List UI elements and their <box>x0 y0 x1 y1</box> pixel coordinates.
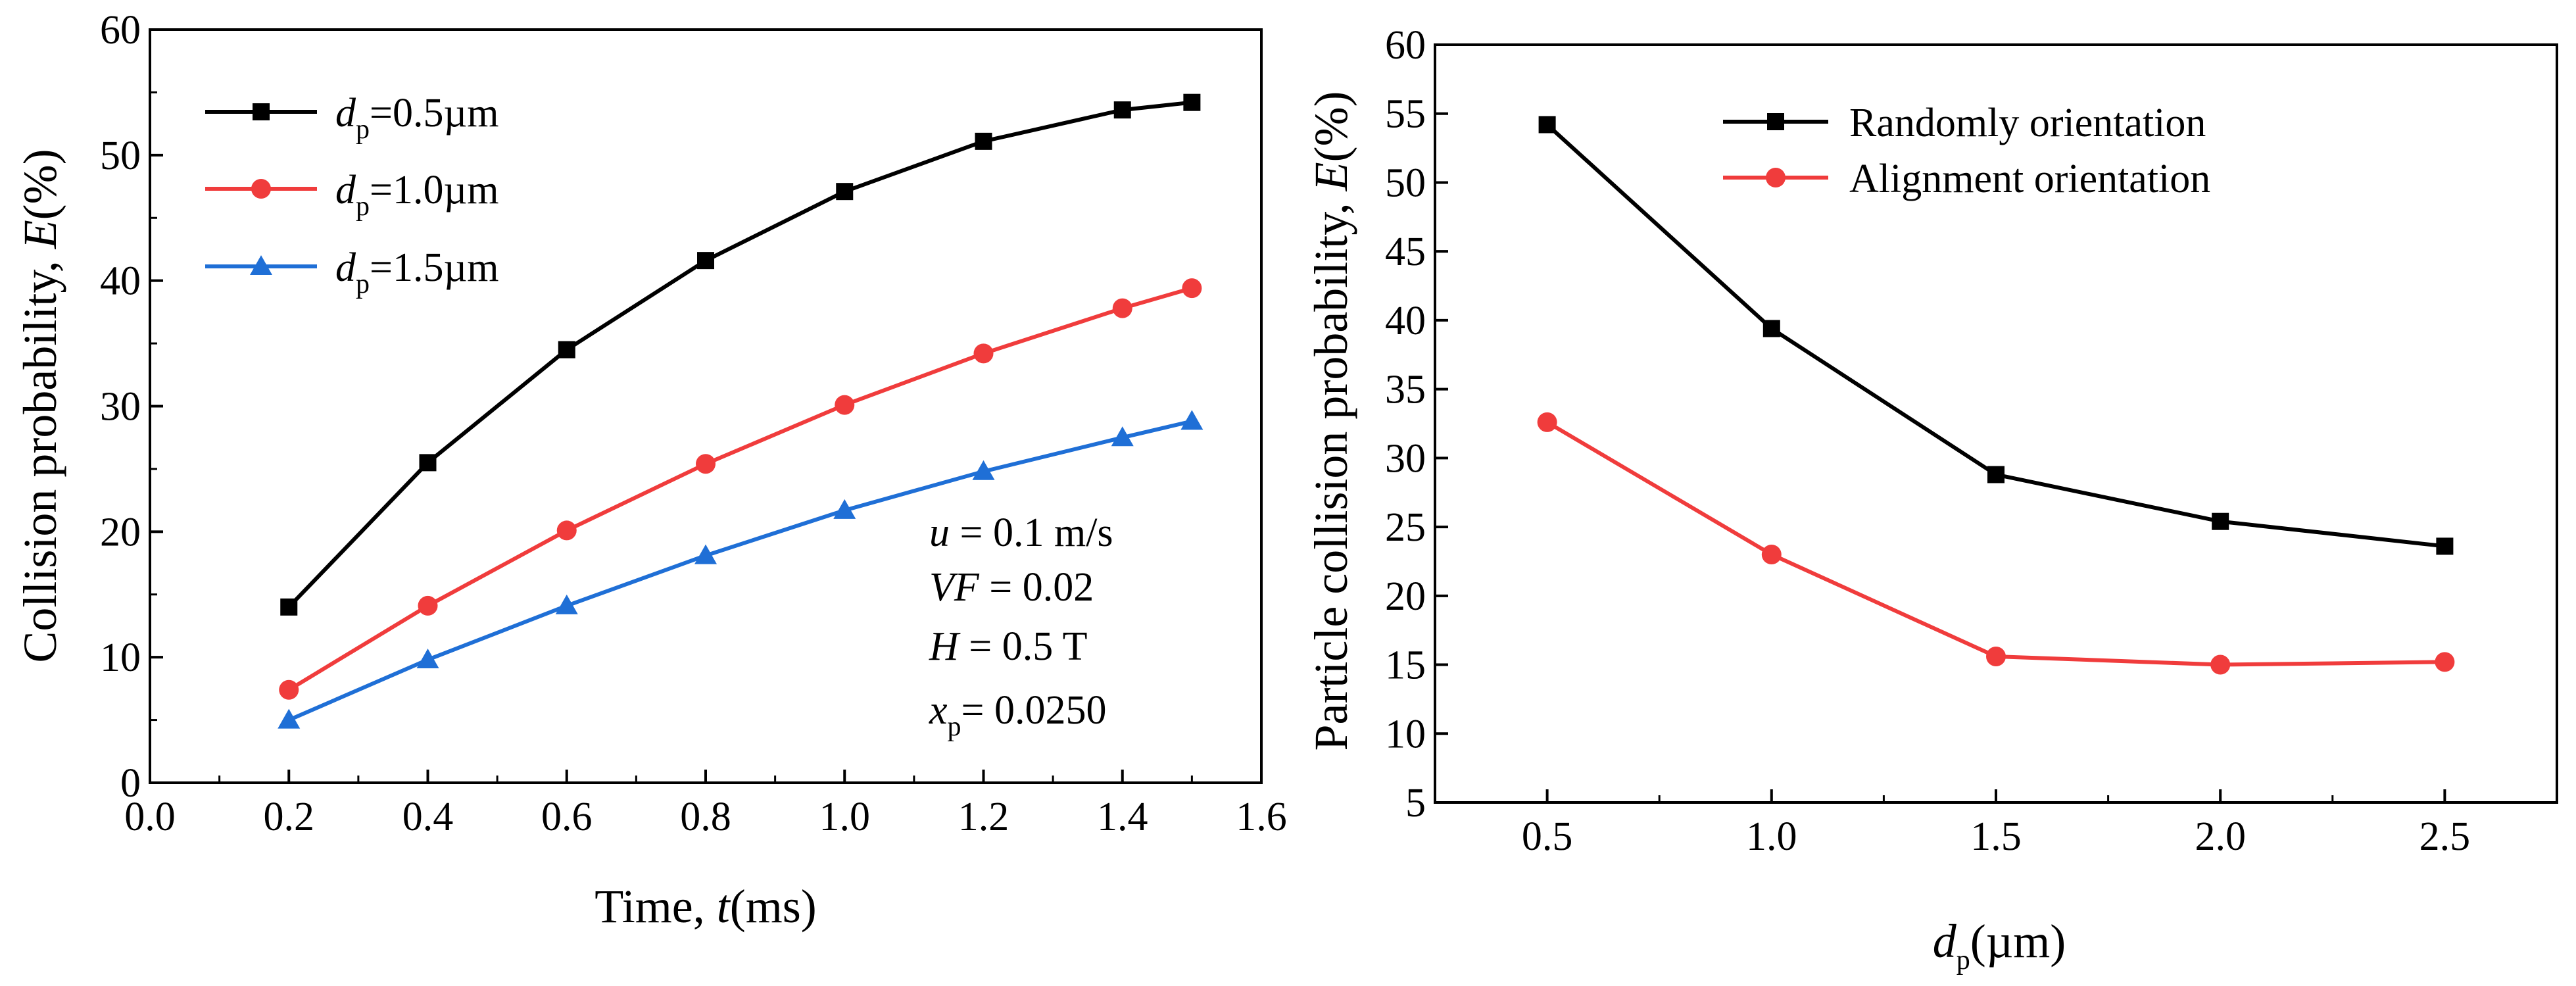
x-tick-label: 0.4 <box>402 795 454 839</box>
annotation-position: xp= 0.0250 <box>929 688 1107 742</box>
data-point-1 <box>2436 537 2454 555</box>
x-tick-label: 1.0 <box>819 795 871 839</box>
data-point-1 <box>1538 116 1556 134</box>
legend-marker-2 <box>1766 168 1786 187</box>
annotation-velocity: u = 0.1 m/s <box>929 510 1113 555</box>
data-point-2 <box>418 595 438 616</box>
x-tick-label: 2.5 <box>2419 814 2471 859</box>
y-tick-label: 30 <box>100 385 141 430</box>
data-point-2 <box>2435 652 2455 672</box>
data-point-2 <box>973 343 994 364</box>
y-tick-label: 25 <box>1385 505 1426 550</box>
data-point-3 <box>555 594 578 614</box>
data-point-1 <box>1113 101 1131 119</box>
x-tick-label: 1.0 <box>1746 814 1797 859</box>
data-point-2 <box>2210 654 2231 675</box>
data-point-1 <box>2212 512 2229 530</box>
x-tick-label: 0.8 <box>680 795 731 839</box>
y-tick-label: 30 <box>1385 436 1426 481</box>
x-tick-label: 0.6 <box>541 795 593 839</box>
legend-label-2: Alignment orientation <box>1849 157 2210 201</box>
legend-label-1: Randomly orientation <box>1849 101 2206 145</box>
y-tick-label: 60 <box>100 8 141 53</box>
y-tick-label: 10 <box>100 635 141 680</box>
x-tick-label: 1.2 <box>958 795 1009 839</box>
data-point-1 <box>697 252 714 270</box>
y-tick-label: 55 <box>1385 92 1426 137</box>
data-point-2 <box>279 679 299 700</box>
data-point-3 <box>833 499 856 519</box>
series-line-1 <box>287 100 1192 608</box>
series-line-3 <box>288 419 1193 722</box>
y-tick-label: 35 <box>1385 368 1426 412</box>
legend-marker-1 <box>253 103 270 120</box>
data-point-1 <box>280 598 298 616</box>
x-tick-label: 1.6 <box>1236 795 1287 839</box>
data-point-2 <box>556 520 577 541</box>
y-tick-label: 60 <box>1385 23 1426 68</box>
left-chart: 0.0 0.2 0.4 0.6 0.8 1.0 1.2 1.4 1.6 0 10 20 30 40 50 60… <box>14 8 1287 933</box>
x-tick-label: 1.5 <box>1970 814 2022 859</box>
data-point-3 <box>278 708 301 729</box>
y-axis-title: Particle collision probability, E(%) <box>1305 91 1357 751</box>
y-tick-label: 50 <box>100 134 141 178</box>
data-point-2 <box>1761 544 1782 564</box>
x-axis-title: dp(µm) <box>1933 915 2066 975</box>
data-point-2 <box>1112 298 1132 318</box>
y-tick-label: 50 <box>1385 160 1426 205</box>
y-tick-label: 40 <box>1385 299 1426 343</box>
y-tick-label: 20 <box>1385 574 1426 619</box>
data-point-1 <box>558 341 575 358</box>
data-point-1 <box>975 132 992 150</box>
legend-label-1: dp=0.5µm <box>335 91 498 145</box>
y-tick-label: 0 <box>120 761 141 806</box>
data-point-3 <box>416 648 439 668</box>
data-point-3 <box>694 544 717 564</box>
y-tick-label: 20 <box>100 510 141 555</box>
y-axis-title: Collision probability, E(%) <box>14 149 66 662</box>
data-point-1 <box>836 183 854 201</box>
legend-label-3: dp=1.5µm <box>335 245 498 299</box>
y-tick-label: 45 <box>1385 230 1426 274</box>
x-tick-label: 1.4 <box>1097 795 1148 839</box>
legend-marker-3 <box>250 255 272 275</box>
legend-marker-2 <box>251 179 271 199</box>
x-tick-label: 0.0 <box>124 795 176 839</box>
y-tick-label: 40 <box>100 259 141 304</box>
annotation-field: H = 0.5 T <box>929 624 1088 669</box>
legend-label-2: dp=1.0µm <box>335 168 498 222</box>
data-point-1 <box>419 454 437 472</box>
data-point-2 <box>835 395 855 415</box>
data-point-2 <box>1986 646 2006 666</box>
x-axis-title: Time, t(ms) <box>595 880 816 933</box>
data-point-2 <box>696 454 716 474</box>
y-tick-label: 15 <box>1385 643 1426 688</box>
x-tick-label: 0.5 <box>1522 814 1573 859</box>
annotation-volume-fraction: VF = 0.02 <box>929 565 1094 610</box>
series-line-2 <box>1546 420 2445 667</box>
right-chart: 0.5 1.0 1.5 2.0 2.5 5 10 15 20 25 30 35 40 45 50 55 60 dp… <box>1305 23 2558 975</box>
data-point-2 <box>1182 278 1202 299</box>
y-tick-label: 10 <box>1385 712 1426 756</box>
y-tick-label: 5 <box>1405 781 1426 826</box>
plot-frame <box>149 28 1263 784</box>
data-point-3 <box>1180 410 1203 430</box>
legend-marker-1 <box>1767 113 1784 130</box>
data-point-3 <box>1111 426 1134 447</box>
series-line-2 <box>287 286 1193 692</box>
data-point-2 <box>1537 412 1557 432</box>
x-tick-label: 2.0 <box>2195 814 2246 859</box>
data-point-1 <box>1762 320 1780 337</box>
data-point-3 <box>972 460 995 480</box>
data-point-1 <box>1987 466 2005 483</box>
data-point-1 <box>1183 93 1201 111</box>
x-tick-label: 0.2 <box>264 795 315 839</box>
